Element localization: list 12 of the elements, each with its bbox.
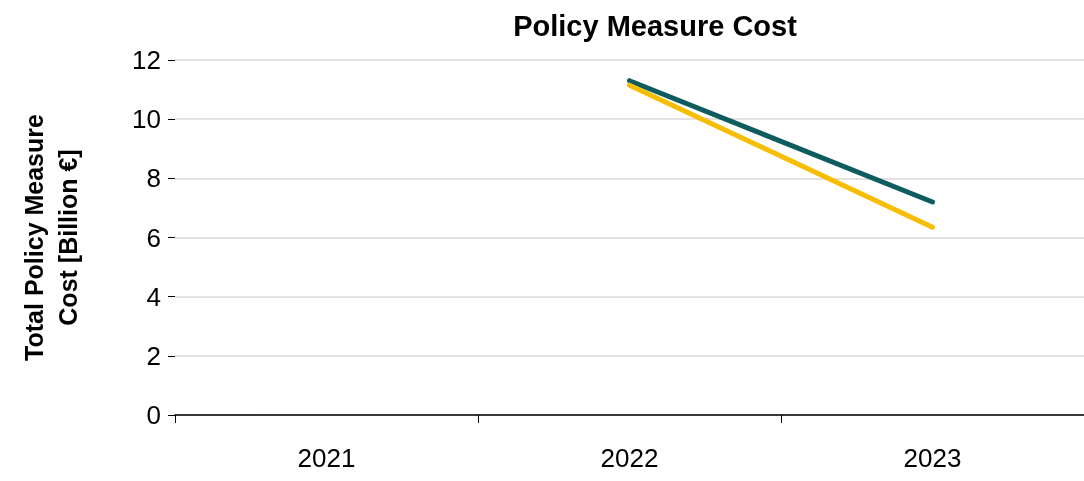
y-axis-title: Total Policy Measure Cost [Billion €] (20, 113, 82, 361)
y-tick-label: 8 (146, 163, 161, 194)
y-tick-label: 0 (146, 400, 161, 430)
y-tick-label: 12 (132, 45, 161, 75)
x-tick-label: 2022 (600, 443, 659, 473)
x-tick-label: 2021 (297, 443, 356, 473)
x-tick-label: 2023 (903, 443, 962, 473)
y-tick-label: 4 (146, 281, 161, 312)
y-tick-label: 2 (146, 340, 161, 371)
chart-title: Policy Measure Cost (513, 9, 798, 42)
y-tick-label: 6 (146, 222, 161, 253)
y-tick-label: 10 (132, 104, 161, 135)
